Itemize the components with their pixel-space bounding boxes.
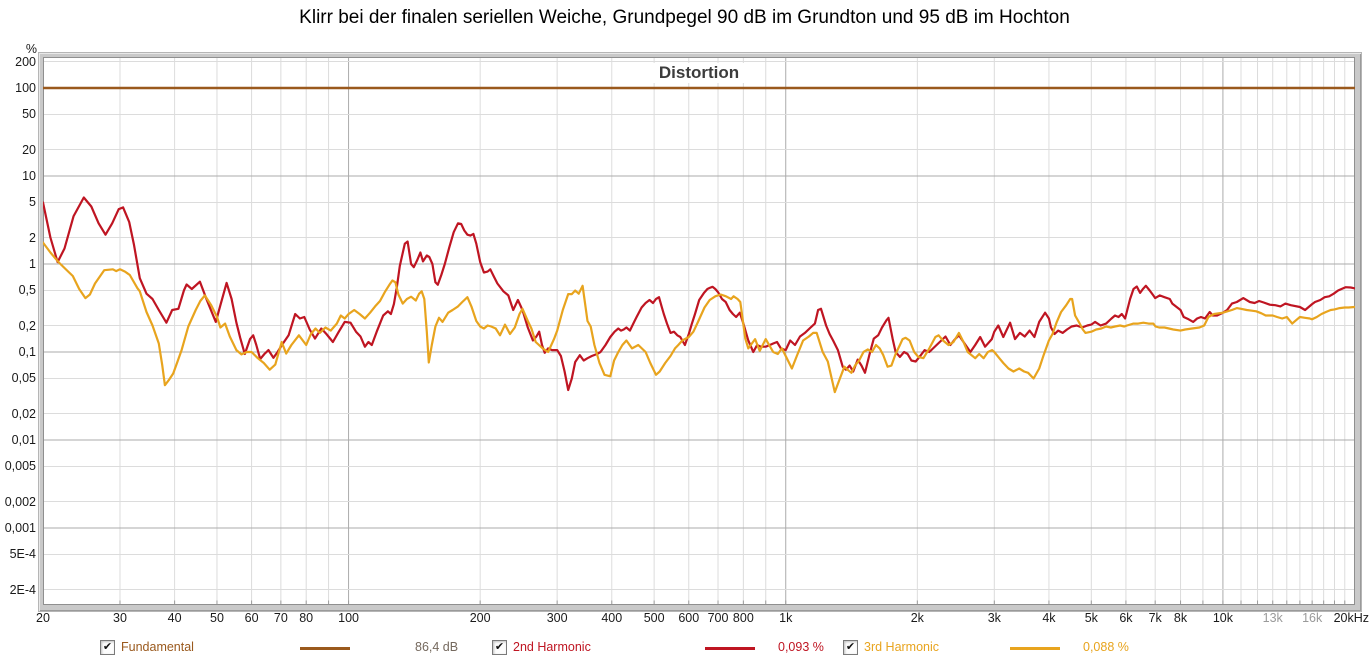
- y-tick-label: 1: [29, 257, 36, 271]
- 2nd-harmonic-label: 2nd Harmonic: [513, 640, 591, 654]
- y-tick-label: 0,001: [4, 521, 36, 535]
- x-tick-label: 600: [678, 611, 700, 625]
- curve-3rd-harmonic: [43, 241, 1355, 394]
- 3rd-harmonic-label: 3rd Harmonic: [864, 640, 940, 654]
- y-tick-label: 0,01: [11, 433, 36, 447]
- fundamental-label: Fundamental: [121, 640, 194, 654]
- x-tick-label: 20kHz: [1333, 611, 1369, 625]
- x-tick-label: 13k: [1262, 611, 1283, 625]
- plot-title-distortion: Distortion: [648, 63, 750, 83]
- x-tick-label: 3k: [987, 611, 1001, 625]
- x-tick-label: 400: [601, 611, 623, 625]
- fundamental-checkbox[interactable]: ✔: [100, 640, 115, 655]
- chart-canvas: [43, 57, 1355, 605]
- x-tick-label: 40: [167, 611, 182, 625]
- 2nd-harmonic-checkbox[interactable]: ✔: [492, 640, 507, 655]
- x-tick-label: 10k: [1212, 611, 1233, 625]
- x-tick-label: 800: [732, 611, 754, 625]
- x-tick-label: 4k: [1042, 611, 1056, 625]
- legend-item-2nd-harmonic: ✔ 2nd Harmonic 0,093 %: [487, 638, 887, 662]
- y-tick-label: 0,005: [4, 459, 36, 474]
- y-tick-label: 100: [15, 81, 36, 95]
- y-tick-label: 50: [22, 107, 36, 122]
- y-tick-label: 0,2: [18, 318, 36, 333]
- x-tick-label: 7k: [1148, 611, 1162, 625]
- fundamental-line-swatch: [300, 647, 350, 650]
- y-tick-label: 2E-4: [9, 582, 36, 597]
- x-tick-label: 50: [210, 611, 224, 625]
- y-tick-label: 200: [15, 54, 36, 69]
- x-tick-label: 1k: [779, 611, 793, 625]
- x-tick-label: 300: [546, 611, 568, 625]
- 2nd-harmonic-value: 0,093 %: [778, 640, 824, 654]
- y-tick-label: 5E-4: [9, 547, 36, 562]
- x-tick-label: 5k: [1084, 611, 1098, 625]
- x-tick-label: 60: [244, 611, 259, 625]
- page-title: Klirr bei der finalen seriellen Weiche, …: [299, 7, 1070, 28]
- x-tick-label: 16k: [1302, 611, 1323, 625]
- x-tick-label: 500: [643, 611, 665, 625]
- plot-border: [43, 57, 1355, 605]
- y-tick-label: 20: [22, 142, 36, 157]
- plot-area[interactable]: Distortion: [43, 57, 1355, 605]
- y-tick-label: 0,02: [11, 406, 36, 421]
- x-tick-label: 30: [113, 611, 127, 625]
- y-tick-label: 0,5: [18, 283, 36, 298]
- x-tick-label: 6k: [1119, 611, 1133, 625]
- y-tick-label: 5: [29, 195, 36, 210]
- x-tick-label: 2k: [910, 611, 924, 625]
- y-tick-label: 0,002: [4, 494, 36, 509]
- 2nd-harmonic-line-swatch: [705, 647, 755, 650]
- legend-item-fundamental: ✔ Fundamental 86,4 dB: [95, 638, 495, 662]
- x-tick-label: 200: [469, 611, 491, 625]
- y-tick-label: 0,05: [11, 371, 36, 386]
- x-tick-label: 70: [273, 611, 288, 625]
- x-tick-label: 100: [338, 611, 359, 625]
- 3rd-harmonic-line-swatch: [1010, 647, 1060, 650]
- y-tick-label: 10: [22, 169, 36, 183]
- curve-2nd-harmonic: [43, 196, 1355, 392]
- y-tick-label: 2: [29, 230, 36, 245]
- 3rd-harmonic-value: 0,088 %: [1083, 640, 1129, 654]
- y-tick-label: 0,1: [18, 345, 36, 359]
- legend-bar: ✔ Fundamental 86,4 dB ✔ 2nd Harmonic 0,093 % ✔…: [0, 638, 1369, 664]
- y-axis-unit-label: %: [25, 42, 37, 56]
- x-tick-label: 700: [707, 611, 729, 625]
- x-tick-label: 20: [36, 611, 50, 625]
- x-tick-label: 8k: [1173, 611, 1188, 625]
- fundamental-value: 86,4 dB: [415, 640, 459, 654]
- x-tick-label: 80: [299, 611, 314, 625]
- legend-item-3rd-harmonic: ✔ 3rd Harmonic 0,088 %: [838, 638, 1238, 662]
- 3rd-harmonic-checkbox[interactable]: ✔: [843, 640, 858, 655]
